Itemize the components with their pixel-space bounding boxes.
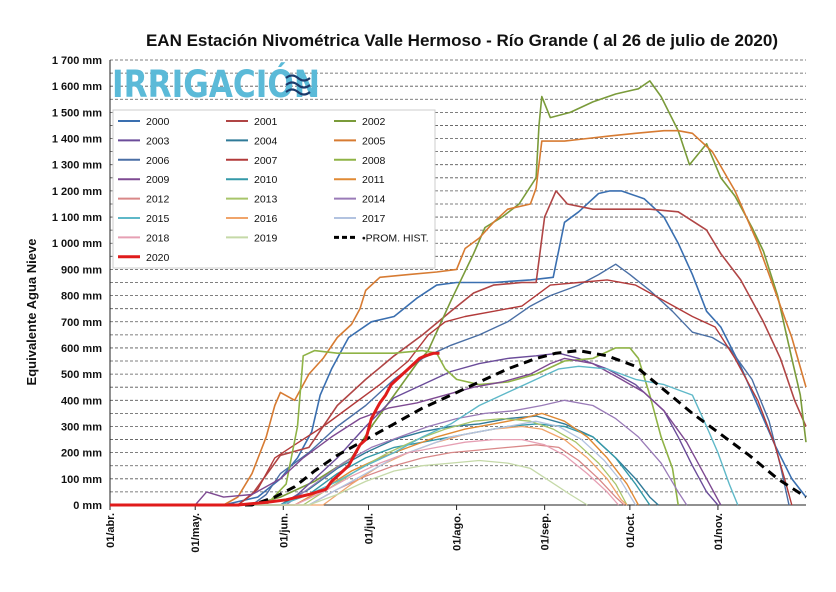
legend-label: 2018 — [146, 232, 170, 244]
legend-label: 2010 — [254, 174, 278, 186]
x-tick-label: 01/oct. — [625, 513, 637, 548]
legend-label: 2003 — [146, 135, 170, 147]
y-tick-label: 700 mm — [61, 317, 102, 329]
legend-label: 2005 — [362, 135, 386, 147]
series-layer — [110, 80, 807, 507]
series-line-2012 — [110, 444, 625, 506]
y-tick-label: 1 700 mm — [52, 55, 102, 67]
legend-label: 2015 — [146, 213, 170, 225]
series-line-2017 — [110, 420, 637, 506]
x-tick-label: 01/sep. — [540, 513, 552, 550]
x-tick-label: 01/ago. — [452, 513, 464, 551]
legend-label: 2012 — [146, 194, 170, 206]
x-tick-label: 01/abr. — [105, 513, 117, 548]
y-tick-label: 1 200 mm — [52, 186, 102, 198]
series-line-2007 — [110, 279, 793, 506]
legend-label: 2008 — [362, 155, 386, 167]
series-line-2019 — [110, 459, 588, 506]
y-tick-label: 1 500 mm — [52, 107, 102, 119]
series-line-prom-hist- — [110, 349, 807, 507]
legend-label: 2017 — [362, 213, 386, 225]
legend-box — [112, 109, 436, 269]
x-tick-label: 01/jun. — [278, 513, 290, 548]
logo-text: IRRIGACIÓN — [112, 62, 320, 106]
y-tick-label: 0 mm — [73, 500, 102, 512]
series-line-2018 — [110, 438, 619, 506]
x-tick-label: 01/nov. — [713, 513, 725, 550]
y-tick-label: 300 mm — [61, 421, 102, 433]
y-tick-label: 1 400 mm — [52, 134, 102, 146]
y-tick-label: 100 mm — [61, 474, 102, 486]
legend-label: 2020 — [146, 252, 170, 264]
series-line-2003 — [110, 352, 719, 506]
legend-label: 2006 — [146, 155, 170, 167]
legend: 2000 2001 2002 2003 2004 2005 2006 2007 2008 2009… — [112, 109, 436, 269]
legend-label: 2001 — [254, 116, 278, 128]
series-line-2001 — [110, 190, 807, 506]
y-tick-label: 1 300 mm — [52, 160, 102, 172]
y-tick-label: 200 mm — [61, 448, 102, 460]
legend-label: 2019 — [254, 232, 278, 244]
legend-label: 2014 — [362, 194, 386, 206]
series-line-2005 — [110, 129, 807, 506]
legend-label: 2009 — [146, 174, 170, 186]
legend-label: 2016 — [254, 213, 278, 225]
y-tick-label: 900 mm — [61, 264, 102, 276]
series-line-2013 — [110, 417, 628, 506]
series-line-2015 — [110, 365, 739, 506]
series-line-2020 — [110, 351, 440, 507]
legend-label: 2013 — [254, 194, 278, 206]
y-axis-label: Equivalente Agua Nieve — [24, 239, 39, 386]
x-tick-label: 01/jul. — [364, 513, 376, 544]
logo: IRRIGACIÓN — [112, 62, 320, 106]
legend-label: 2000 — [146, 116, 170, 128]
series-line-2011 — [110, 412, 640, 506]
y-tick-label: 800 mm — [61, 291, 102, 303]
series-line-2000 — [110, 190, 807, 506]
chart-title: EAN Estación Nivométrica Valle Hermoso -… — [146, 31, 778, 50]
legend-label: •PROM. HIST. — [362, 232, 429, 244]
series-line-2014 — [110, 399, 688, 506]
y-tick-label: 600 mm — [61, 343, 102, 355]
y-tick-label: 500 mm — [61, 369, 102, 381]
legend-label: 2007 — [254, 155, 278, 167]
y-tick-label: 1 100 mm — [52, 212, 102, 224]
axes-layer: 0 mm 100 mm 200 mm 300 mm 400 mm 500 mm 600 mm… — [52, 55, 806, 553]
legend-label: 2011 — [362, 174, 385, 186]
y-tick-label: 1 600 mm — [52, 81, 102, 93]
series-line-2008 — [110, 347, 679, 506]
y-tick-label: 400 mm — [61, 395, 102, 407]
y-tick-label: 1 000 mm — [52, 238, 102, 250]
series-line-2006 — [110, 263, 790, 506]
series-line-2004 — [110, 415, 659, 506]
wave-icon — [285, 74, 311, 96]
legend-label: 2002 — [362, 116, 386, 128]
x-tick-label: 01/may. — [190, 513, 202, 553]
legend-label: 2004 — [254, 135, 278, 147]
